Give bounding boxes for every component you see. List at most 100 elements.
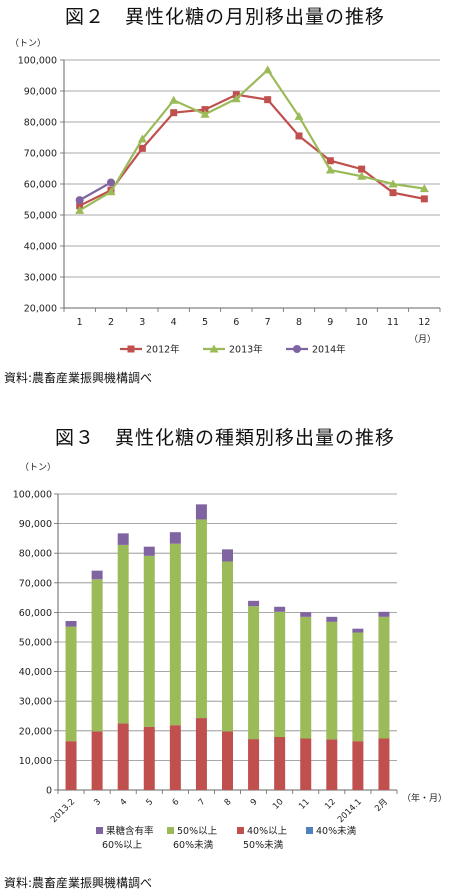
y-tick-label: 0 bbox=[46, 786, 52, 797]
data-point bbox=[420, 195, 428, 203]
y-tick-label: 20,000 bbox=[19, 726, 52, 737]
legend-label: 40%以上 50%未満 bbox=[243, 826, 288, 851]
bar-segment bbox=[248, 600, 260, 607]
data-point bbox=[170, 109, 178, 117]
bar-segment bbox=[300, 616, 312, 739]
y-tick-label: 40,000 bbox=[19, 667, 52, 678]
x-tick-label: 5 bbox=[202, 317, 208, 328]
data-point bbox=[326, 157, 334, 165]
bar-segment bbox=[222, 549, 233, 562]
legend-swatch bbox=[306, 827, 313, 834]
bar-segment bbox=[378, 616, 390, 739]
bar-segment bbox=[169, 543, 181, 726]
y-tick-label: 70,000 bbox=[24, 149, 57, 160]
bar-segment bbox=[169, 532, 181, 544]
x-unit-label: （月） bbox=[409, 334, 436, 344]
x-tick-label: 9 bbox=[327, 317, 333, 328]
x-tick-label: 2014.1 bbox=[336, 797, 364, 825]
y-tick-label: 90,000 bbox=[24, 87, 57, 98]
x-tick-label: 11 bbox=[387, 317, 399, 328]
bar-segment bbox=[326, 621, 338, 740]
y-unit-label: （トン） bbox=[20, 462, 56, 473]
bar-segment bbox=[143, 555, 155, 727]
bar-segment bbox=[65, 620, 77, 627]
bar-segment bbox=[352, 628, 364, 633]
y-tick-label: 30,000 bbox=[19, 697, 52, 708]
bar-segment bbox=[300, 738, 312, 790]
x-tick-label: 7 bbox=[197, 797, 208, 808]
y-tick-label: 20,000 bbox=[24, 304, 57, 315]
bar-segment bbox=[169, 725, 181, 790]
x-tick-label: 11 bbox=[297, 797, 312, 812]
x-tick-label: 9 bbox=[249, 797, 260, 808]
data-point bbox=[294, 111, 304, 120]
y-tick-label: 80,000 bbox=[24, 118, 57, 129]
data-point bbox=[201, 106, 209, 114]
legend-marker bbox=[209, 344, 219, 353]
bar-segment bbox=[248, 739, 260, 790]
y-tick-label: 80,000 bbox=[19, 549, 52, 560]
legend-swatch bbox=[237, 827, 244, 834]
data-point bbox=[295, 132, 303, 140]
x-tick-label: 1 bbox=[77, 317, 83, 328]
data-point bbox=[264, 96, 272, 104]
bar-segment bbox=[352, 632, 364, 742]
bar-segment bbox=[222, 731, 233, 790]
bar-segment bbox=[352, 741, 364, 790]
bar-segment bbox=[378, 611, 390, 617]
data-point bbox=[138, 144, 146, 152]
y-tick-label: 30,000 bbox=[24, 273, 57, 284]
series-line-2013年 bbox=[79, 68, 425, 212]
data-point bbox=[200, 109, 210, 118]
bar-segment bbox=[326, 739, 338, 790]
legend-label: 50%以上 60%未満 bbox=[173, 826, 218, 851]
bar-segment bbox=[274, 606, 286, 612]
y-tick-label: 60,000 bbox=[24, 180, 57, 191]
bar-segment bbox=[117, 723, 129, 790]
y-tick-label: 10,000 bbox=[19, 756, 52, 767]
bar-segment bbox=[91, 579, 103, 732]
y-tick-label: 40,000 bbox=[24, 242, 57, 253]
data-point bbox=[357, 171, 367, 180]
data-point bbox=[106, 187, 116, 196]
bar-segment bbox=[326, 616, 338, 622]
legend-marker bbox=[127, 345, 135, 353]
legend-label: 2013年 bbox=[229, 344, 263, 356]
bar-segment bbox=[222, 561, 233, 732]
bar-segment bbox=[117, 533, 129, 545]
figure2-title: 図２ 異性化糖の月別移出量の推移 bbox=[64, 6, 385, 28]
bar-segment bbox=[248, 606, 260, 740]
data-point bbox=[137, 134, 147, 143]
x-tick-label: 2 bbox=[108, 317, 114, 328]
data-point bbox=[419, 184, 429, 193]
bar-segment bbox=[195, 504, 207, 520]
bar-segment bbox=[65, 626, 77, 742]
data-point bbox=[75, 196, 84, 205]
legend-label: 果糖含有率 60%以上 bbox=[102, 825, 154, 851]
series-line-2014年 bbox=[79, 181, 112, 202]
bar-segment bbox=[195, 519, 207, 719]
y-tick-label: 100,000 bbox=[13, 490, 52, 501]
bar-segment bbox=[65, 741, 77, 790]
legend-label: 40%未満 bbox=[316, 825, 357, 837]
figure3-title: 図３ 異性化糖の種類別移出量の推移 bbox=[54, 427, 395, 449]
legend-swatch bbox=[167, 827, 174, 834]
data-point bbox=[389, 189, 397, 197]
x-tick-label: 4 bbox=[171, 317, 177, 328]
x-tick-label: 2月 bbox=[373, 797, 390, 814]
figure2-line-chart: （トン） 20,000 30,000 40,000 50,000 60,000 70,000… bbox=[10, 38, 441, 344]
data-point bbox=[231, 94, 241, 103]
x-tick-label: 10 bbox=[356, 317, 368, 328]
x-unit-label: （年・月） bbox=[402, 792, 447, 804]
legend-marker bbox=[293, 345, 301, 353]
x-tick-label: 12 bbox=[418, 317, 430, 328]
bar-segment bbox=[143, 726, 155, 790]
bar-segment bbox=[274, 611, 286, 738]
y-tick-label: 50,000 bbox=[24, 211, 57, 222]
x-tick-label: 6 bbox=[171, 797, 182, 808]
bar-segment bbox=[274, 737, 286, 790]
bar-segment bbox=[300, 612, 312, 617]
y-tick-label: 60,000 bbox=[19, 608, 52, 619]
bar-segment bbox=[143, 546, 155, 556]
x-tick-label: 8 bbox=[223, 797, 234, 808]
